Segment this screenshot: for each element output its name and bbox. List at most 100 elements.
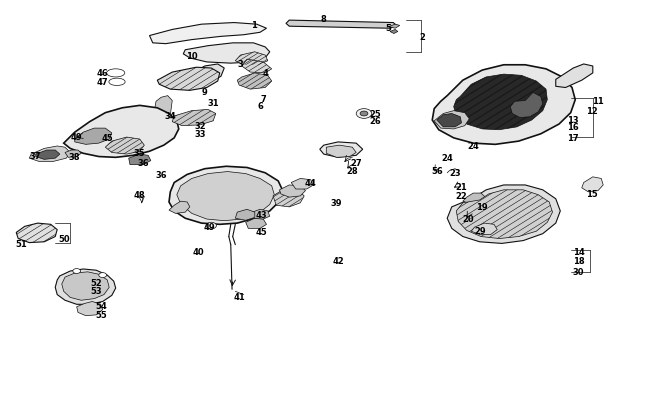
Polygon shape xyxy=(150,23,266,45)
Text: 5: 5 xyxy=(385,24,392,33)
Text: 35: 35 xyxy=(134,149,146,158)
Polygon shape xyxy=(235,53,268,66)
Text: 1: 1 xyxy=(250,21,257,30)
Text: 4: 4 xyxy=(262,68,268,77)
Circle shape xyxy=(99,273,107,278)
Text: 49: 49 xyxy=(71,132,83,141)
Text: 11: 11 xyxy=(592,97,604,106)
Text: 9: 9 xyxy=(202,88,207,97)
Text: 36: 36 xyxy=(155,171,167,179)
Polygon shape xyxy=(463,194,486,205)
Text: 25: 25 xyxy=(370,110,382,119)
Text: 17: 17 xyxy=(567,133,579,142)
Text: 24: 24 xyxy=(467,141,479,150)
Polygon shape xyxy=(246,219,266,229)
Polygon shape xyxy=(286,21,396,29)
Text: 24: 24 xyxy=(441,153,453,162)
Text: 23: 23 xyxy=(449,169,461,178)
Polygon shape xyxy=(242,60,272,74)
Polygon shape xyxy=(280,185,306,198)
Text: 2: 2 xyxy=(419,33,426,42)
Text: 10: 10 xyxy=(186,51,198,60)
Text: 13: 13 xyxy=(567,116,579,125)
Text: 55: 55 xyxy=(95,311,107,320)
Polygon shape xyxy=(434,111,469,130)
Text: 50: 50 xyxy=(58,234,70,243)
Text: 40: 40 xyxy=(192,247,204,256)
Text: 21: 21 xyxy=(456,183,467,192)
Polygon shape xyxy=(237,74,272,90)
Polygon shape xyxy=(273,190,304,207)
Polygon shape xyxy=(16,224,57,243)
Text: 41: 41 xyxy=(233,292,245,301)
Polygon shape xyxy=(55,269,116,305)
Polygon shape xyxy=(390,30,398,34)
Text: 27: 27 xyxy=(350,158,362,167)
Text: 26: 26 xyxy=(370,117,382,126)
Text: 14: 14 xyxy=(573,247,584,256)
Text: 7: 7 xyxy=(261,95,266,104)
Polygon shape xyxy=(64,106,179,158)
Polygon shape xyxy=(510,93,543,118)
Text: 45: 45 xyxy=(101,134,113,143)
Text: 51: 51 xyxy=(15,239,27,248)
Text: 20: 20 xyxy=(462,214,474,223)
Polygon shape xyxy=(556,65,593,88)
Polygon shape xyxy=(62,272,109,301)
Text: 12: 12 xyxy=(586,107,597,116)
Polygon shape xyxy=(36,151,60,160)
Polygon shape xyxy=(169,167,283,225)
Text: 52: 52 xyxy=(90,278,102,287)
Text: 32: 32 xyxy=(194,122,206,131)
Text: 33: 33 xyxy=(194,130,206,139)
Polygon shape xyxy=(177,172,274,221)
Polygon shape xyxy=(157,68,220,91)
Text: 39: 39 xyxy=(331,199,343,208)
Text: 37: 37 xyxy=(29,151,41,160)
Text: 34: 34 xyxy=(164,112,176,121)
Text: 28: 28 xyxy=(346,166,358,175)
Text: 43: 43 xyxy=(255,211,267,220)
Polygon shape xyxy=(291,179,313,190)
Polygon shape xyxy=(105,138,144,155)
Text: 42: 42 xyxy=(332,257,344,266)
Polygon shape xyxy=(389,25,400,29)
Text: 6: 6 xyxy=(257,102,263,111)
Text: 36: 36 xyxy=(137,158,149,167)
Polygon shape xyxy=(65,151,81,158)
Text: 8: 8 xyxy=(321,15,326,24)
Text: 19: 19 xyxy=(476,202,488,211)
Polygon shape xyxy=(326,146,356,158)
Text: 47: 47 xyxy=(97,78,109,87)
Polygon shape xyxy=(169,202,190,214)
Text: 30: 30 xyxy=(573,267,584,276)
Text: 38: 38 xyxy=(68,153,80,162)
Text: 15: 15 xyxy=(586,190,597,199)
Text: 48: 48 xyxy=(134,191,146,200)
Text: 31: 31 xyxy=(207,99,219,108)
Text: 3: 3 xyxy=(238,60,243,69)
Polygon shape xyxy=(432,66,575,145)
Polygon shape xyxy=(172,110,216,126)
Polygon shape xyxy=(153,96,172,129)
Polygon shape xyxy=(196,73,214,82)
Polygon shape xyxy=(29,147,70,162)
Text: 44: 44 xyxy=(305,179,317,188)
Polygon shape xyxy=(320,143,363,158)
Polygon shape xyxy=(447,185,560,244)
Polygon shape xyxy=(471,224,497,235)
Polygon shape xyxy=(183,44,270,64)
Text: 49: 49 xyxy=(203,222,215,231)
Text: 54: 54 xyxy=(95,301,107,310)
Text: 45: 45 xyxy=(255,227,267,236)
Text: 46: 46 xyxy=(97,69,109,78)
Circle shape xyxy=(356,109,372,119)
Circle shape xyxy=(206,223,216,229)
Polygon shape xyxy=(194,65,224,83)
Polygon shape xyxy=(456,190,552,239)
Circle shape xyxy=(360,112,368,117)
Polygon shape xyxy=(77,302,103,316)
Polygon shape xyxy=(252,210,270,220)
Polygon shape xyxy=(454,75,547,130)
Text: 18: 18 xyxy=(573,257,584,266)
